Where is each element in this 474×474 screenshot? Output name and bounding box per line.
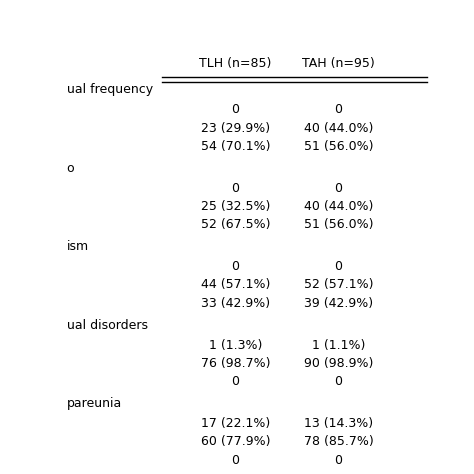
Text: 60 (77.9%): 60 (77.9%) bbox=[201, 436, 270, 448]
Text: 39 (42.9%): 39 (42.9%) bbox=[304, 297, 373, 310]
Text: ual frequency: ual frequency bbox=[66, 83, 153, 96]
Text: 0: 0 bbox=[335, 103, 342, 116]
Text: TAH (n=95): TAH (n=95) bbox=[302, 57, 375, 70]
Text: 52 (57.1%): 52 (57.1%) bbox=[304, 279, 373, 292]
Text: 44 (57.1%): 44 (57.1%) bbox=[201, 279, 270, 292]
Text: 23 (29.9%): 23 (29.9%) bbox=[201, 121, 270, 135]
Text: 0: 0 bbox=[232, 103, 239, 116]
Text: 51 (56.0%): 51 (56.0%) bbox=[304, 218, 373, 231]
Text: 1 (1.1%): 1 (1.1%) bbox=[312, 339, 365, 352]
Text: 52 (67.5%): 52 (67.5%) bbox=[201, 218, 270, 231]
Text: ual disorders: ual disorders bbox=[66, 319, 147, 332]
Text: 17 (22.1%): 17 (22.1%) bbox=[201, 417, 270, 430]
Text: 76 (98.7%): 76 (98.7%) bbox=[201, 357, 270, 370]
Text: TLH (n=85): TLH (n=85) bbox=[200, 57, 272, 70]
Text: 40 (44.0%): 40 (44.0%) bbox=[304, 200, 373, 213]
Text: pareunia: pareunia bbox=[66, 397, 122, 410]
Text: 0: 0 bbox=[335, 454, 342, 467]
Text: 40 (44.0%): 40 (44.0%) bbox=[304, 121, 373, 135]
Text: 0: 0 bbox=[335, 182, 342, 195]
Text: 25 (32.5%): 25 (32.5%) bbox=[201, 200, 270, 213]
Text: 13 (14.3%): 13 (14.3%) bbox=[304, 417, 373, 430]
Text: 0: 0 bbox=[232, 454, 239, 467]
Text: 78 (85.7%): 78 (85.7%) bbox=[303, 436, 374, 448]
Text: 33 (42.9%): 33 (42.9%) bbox=[201, 297, 270, 310]
Text: 0: 0 bbox=[232, 375, 239, 388]
Text: 0: 0 bbox=[335, 375, 342, 388]
Text: 0: 0 bbox=[232, 182, 239, 195]
Text: 0: 0 bbox=[232, 260, 239, 273]
Text: 0: 0 bbox=[335, 260, 342, 273]
Text: 1 (1.3%): 1 (1.3%) bbox=[209, 339, 262, 352]
Text: 54 (70.1%): 54 (70.1%) bbox=[201, 140, 270, 153]
Text: 51 (56.0%): 51 (56.0%) bbox=[304, 140, 373, 153]
Text: ism: ism bbox=[66, 240, 89, 253]
Text: o: o bbox=[66, 162, 74, 175]
Text: 90 (98.9%): 90 (98.9%) bbox=[304, 357, 373, 370]
